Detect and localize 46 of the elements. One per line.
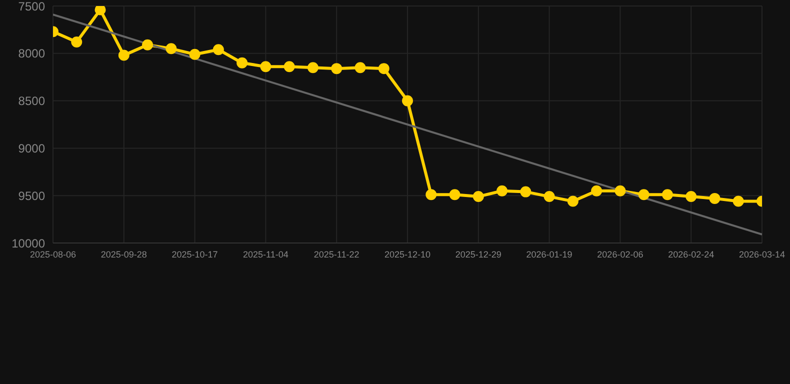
- x-tick-label: 2025-10-17: [172, 249, 218, 260]
- y-tick-label: 7500: [18, 0, 46, 14]
- point: [567, 196, 578, 207]
- x-tick-label: 2025-11-04: [243, 249, 288, 260]
- point: [236, 57, 248, 68]
- point: [732, 196, 744, 207]
- point: [449, 189, 460, 200]
- y-tick-label: 9000: [18, 141, 46, 156]
- point: [284, 61, 295, 72]
- point: [189, 48, 200, 60]
- point: [591, 185, 602, 196]
- point: [520, 186, 532, 198]
- x-tick-label: 2026-01-19: [526, 249, 572, 260]
- point: [378, 63, 390, 74]
- point: [260, 61, 272, 72]
- x-tick-label: 2026-02-06: [597, 249, 644, 260]
- point: [614, 185, 626, 196]
- point: [118, 50, 130, 61]
- point: [307, 62, 318, 74]
- point: [496, 185, 508, 196]
- y-tick-label: 8500: [18, 94, 46, 108]
- x-tick-label: 2026-03-14: [738, 249, 786, 260]
- x-tick-label: 2026-02-24: [668, 249, 714, 260]
- x-tick-label: 2025-12-29: [455, 249, 502, 260]
- point: [638, 189, 650, 200]
- point: [544, 191, 555, 202]
- point: [709, 192, 720, 204]
- point: [426, 189, 437, 200]
- y-tick-label: 9500: [18, 188, 46, 203]
- point: [166, 43, 177, 54]
- point: [331, 63, 342, 74]
- y-tick-label: 10000: [12, 236, 46, 250]
- point: [212, 44, 224, 56]
- x-tick-label: 2025-08-06: [30, 249, 76, 260]
- point: [686, 191, 697, 202]
- point: [71, 36, 82, 48]
- point: [662, 189, 673, 200]
- point: [472, 191, 484, 202]
- point: [94, 6, 106, 16]
- point: [142, 39, 154, 50]
- point: [402, 95, 413, 106]
- x-tick-label: 2025-11-22: [314, 249, 360, 260]
- x-tick-label: 2025-09-28: [100, 249, 147, 260]
- point: [354, 62, 366, 74]
- x-tick-label: 2025-12-10: [384, 249, 431, 260]
- y-tick-label: 8000: [18, 46, 46, 61]
